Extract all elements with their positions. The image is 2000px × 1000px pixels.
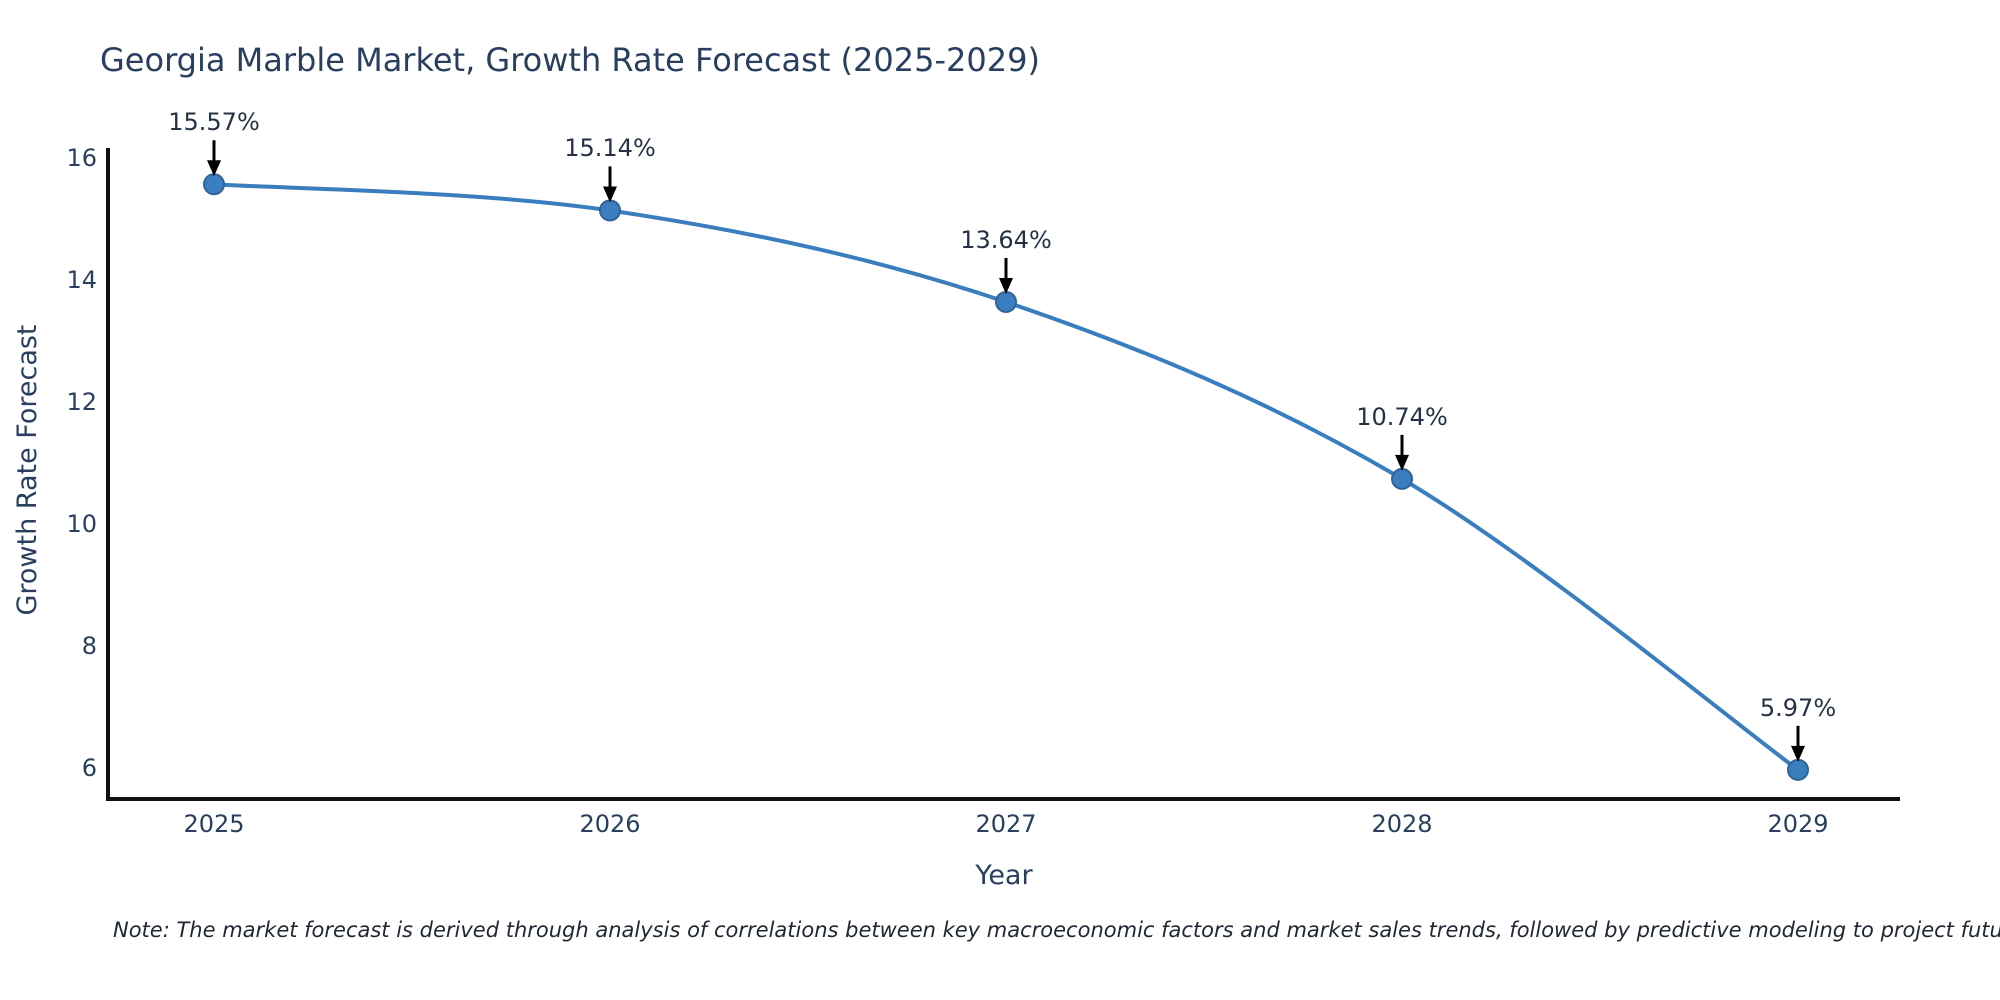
data-point-value-label: 10.74%: [1356, 402, 1448, 431]
y-tick-label: 6: [81, 754, 97, 782]
data-point-value-label: 15.57%: [168, 108, 260, 137]
data-point-marker: [1391, 467, 1413, 490]
footnote: Note: The market forecast is derived thr…: [113, 918, 2000, 942]
data-point-value-label: 15.14%: [564, 134, 656, 163]
y-tick-label: 10: [66, 510, 97, 538]
x-tick-label: 2029: [1767, 810, 1829, 838]
y-tick-label: 14: [66, 266, 97, 294]
data-point-marker: [203, 173, 225, 196]
annotation-arrow-head: [1791, 745, 1805, 762]
x-tick-label: 2028: [1371, 810, 1433, 838]
data-point-marker: [599, 199, 621, 222]
y-tick-label: 8: [81, 632, 97, 660]
chart-title: Georgia Marble Market, Growth Rate Forec…: [100, 41, 1040, 79]
annotation-arrow-head: [999, 277, 1013, 294]
x-tick-label: 2026: [579, 810, 641, 838]
data-point-marker: [995, 290, 1017, 313]
data-point-value-label: 13.64%: [960, 225, 1052, 254]
x-tick-label: 2027: [975, 810, 1037, 838]
x-axis-title: Year: [975, 860, 1033, 891]
annotation-arrow-head: [1395, 454, 1409, 471]
annotation-arrow-head: [207, 160, 221, 177]
y-tick-label: 16: [66, 144, 97, 172]
annotation-arrow-head: [603, 186, 617, 203]
data-point-marker: [1787, 758, 1809, 781]
x-tick-label: 2025: [183, 810, 245, 838]
y-tick-label: 12: [66, 388, 97, 416]
y-axis-title: Growth Rate Forecast: [12, 324, 43, 616]
data-point-value-label: 5.97%: [1759, 693, 1837, 722]
